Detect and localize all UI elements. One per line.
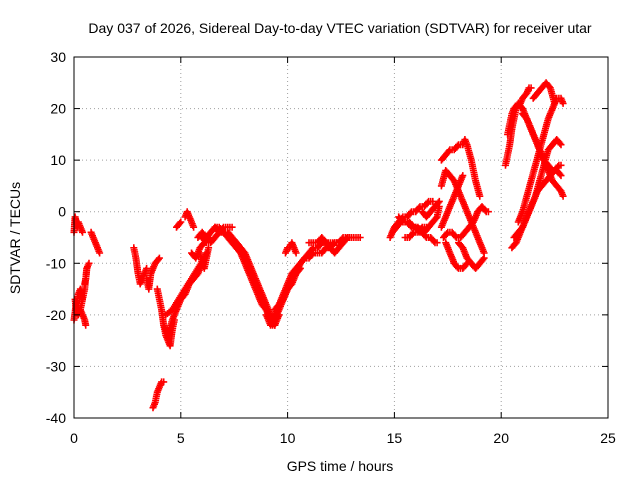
data-point <box>417 225 425 232</box>
data-point <box>82 321 90 329</box>
data-point <box>479 255 487 263</box>
data-point <box>342 235 350 243</box>
data-point <box>433 239 441 247</box>
data-point <box>177 218 185 226</box>
data-point <box>430 237 438 245</box>
data-point <box>559 192 567 200</box>
data-point <box>96 249 104 257</box>
data-point <box>557 161 565 169</box>
data-point <box>343 234 351 241</box>
data-point <box>551 99 559 107</box>
data-point <box>176 219 184 227</box>
axis-ticks: 0 5 10 15 20 25 -40 -30 -20 -10 0 10 20 30 <box>46 49 616 446</box>
data-point <box>214 230 222 238</box>
data-point <box>484 208 492 216</box>
data-point <box>453 142 461 150</box>
data-point <box>547 165 555 173</box>
data-point <box>559 99 567 107</box>
data-point <box>434 199 442 207</box>
data-point <box>406 209 414 217</box>
x-tick-label: 0 <box>70 430 78 446</box>
data-point <box>406 222 414 230</box>
data-point <box>356 234 364 241</box>
data-point <box>556 170 564 178</box>
data-point <box>462 261 470 269</box>
data-point <box>480 254 488 262</box>
data-point <box>432 214 440 222</box>
data-point <box>453 263 461 271</box>
data-point <box>292 249 300 257</box>
x-tick-label: 15 <box>387 430 403 446</box>
data-point <box>228 223 236 231</box>
data-point <box>557 141 565 149</box>
x-tick-label: 5 <box>177 430 185 446</box>
x-axis-label: GPS time / hours <box>287 458 394 474</box>
y-tick-label: -10 <box>46 255 66 271</box>
data-point <box>443 230 451 238</box>
x-tick-label: 25 <box>600 430 616 446</box>
data-point <box>85 259 93 267</box>
data-point <box>459 172 467 180</box>
data-point <box>190 223 198 231</box>
y-tick-label: 20 <box>50 101 66 117</box>
y-tick-label: 0 <box>58 204 66 220</box>
x-tick-label: 20 <box>493 430 509 446</box>
data-point <box>445 147 453 155</box>
grid-lines <box>74 57 608 418</box>
data-point <box>398 217 406 225</box>
data-point <box>330 240 337 248</box>
data-point <box>557 172 565 180</box>
data-point <box>143 264 151 272</box>
data-point <box>321 245 329 253</box>
data-points <box>70 79 567 412</box>
data-point <box>308 245 316 253</box>
y-tick-label: 10 <box>50 152 66 168</box>
y-axis-label: SDTVAR / TECUs <box>7 182 23 294</box>
plot-frame <box>73 56 609 419</box>
data-point <box>481 206 489 214</box>
data-point <box>451 232 459 240</box>
y-tick-label: -30 <box>46 358 66 374</box>
data-point <box>160 378 168 386</box>
data-point <box>527 84 535 92</box>
chart-title: Day 037 of 2026, Sidereal Day-to-day VTE… <box>88 20 592 36</box>
y-tick-label: 30 <box>50 49 66 65</box>
data-point <box>429 197 437 205</box>
y-tick-label: -40 <box>46 410 66 426</box>
x-tick-label: 10 <box>280 430 296 446</box>
data-point <box>154 255 162 263</box>
data-point <box>476 192 484 200</box>
data-point <box>422 223 430 231</box>
data-point <box>155 254 163 262</box>
data-point <box>424 199 431 207</box>
data-point <box>201 237 209 245</box>
y-tick-label: -20 <box>46 307 66 323</box>
data-point <box>415 204 423 212</box>
data-point <box>435 197 443 205</box>
data-point <box>409 230 417 238</box>
data-point <box>79 228 86 236</box>
data-point <box>556 139 564 147</box>
